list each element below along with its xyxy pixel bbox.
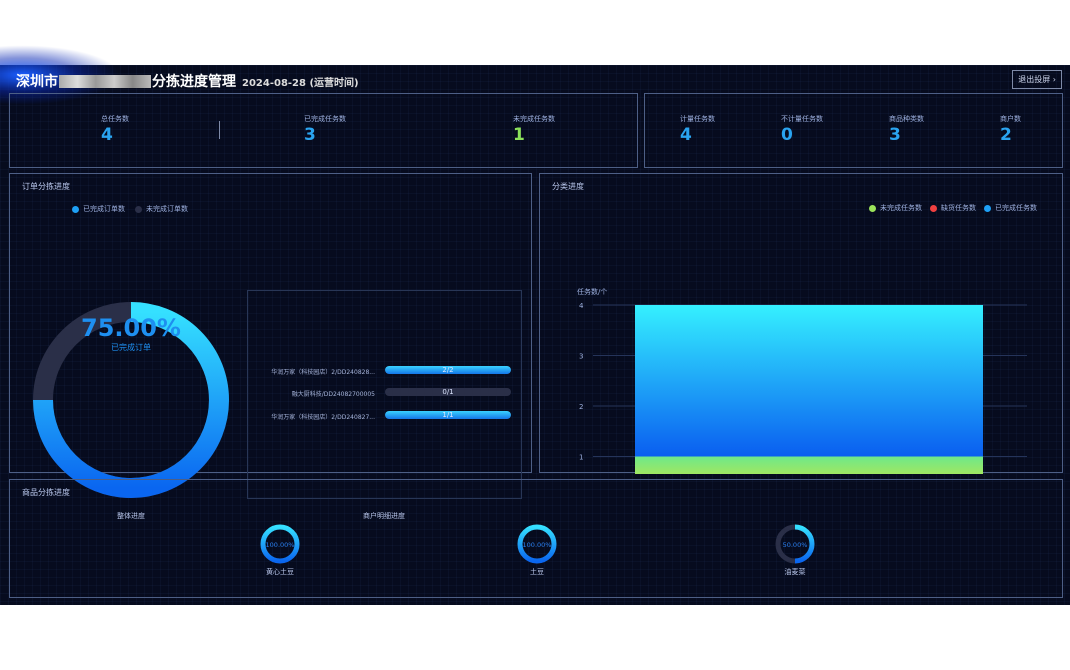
y-tick-label: 3 [579, 353, 583, 361]
merchant-row: 华润万家（科技园店）2/DD240828... 2/2 [248, 366, 523, 376]
stat-value: 3 [304, 125, 316, 145]
progress-fill [385, 411, 511, 419]
product-progress-item: 50.00% 油麦菜 [765, 524, 825, 584]
product-donut: 100.00% [517, 524, 557, 564]
donut-progress [33, 302, 229, 498]
stat-label: 商品种类数 [889, 115, 924, 123]
donut-progress [794, 524, 815, 564]
legend-item[interactable]: 已完成任务数 [995, 204, 1037, 212]
product-percent: 50.00% [783, 541, 808, 549]
donut-center: 75.00% 已完成订单 [31, 314, 231, 353]
stat-label: 商户数 [1000, 115, 1021, 123]
panel-title: 订单分拣进度 [22, 182, 70, 191]
product-progress-item: 100.00% 黄心土豆 [250, 524, 310, 584]
product-name: 黄心土豆 [266, 568, 294, 576]
product-percent: 100.00% [523, 541, 552, 549]
bar-segment[interactable] [635, 456, 983, 475]
legend-item[interactable]: 未完成订单数 [146, 205, 188, 213]
stat-unmetered: 不计量任务数 0 [781, 114, 823, 145]
donut-progress [517, 524, 557, 564]
stat-completed: 已完成任务数 3 [304, 114, 346, 145]
stat-label: 计量任务数 [680, 115, 715, 123]
merchant-progress-bar: 1/1 [385, 411, 511, 419]
product-progress-panel: 商品分拣进度 100.00% 黄心土豆 100.00% 土豆 50.00% 油麦菜 [9, 479, 1063, 598]
divider [219, 121, 220, 139]
stat-value: 2 [1000, 125, 1012, 145]
progress-text: 0/1 [442, 388, 454, 396]
bar-segment[interactable] [635, 305, 983, 457]
legend-dot [930, 204, 937, 212]
merchant-order-name: 华润万家（科技园店）2/DD240828... [271, 369, 375, 376]
stat-value: 3 [889, 125, 901, 145]
y-tick-label: 1 [579, 454, 583, 462]
dashboard-screen: 深圳市 分拣进度管理 2024-08-28 (运营时间) 退出投屏 › 总任务数 4… [0, 45, 1070, 605]
merchant-progress-bar: 2/2 [385, 366, 511, 374]
title-suffix: 分拣进度管理 [152, 74, 236, 90]
stat-value: 1 [513, 125, 525, 145]
product-name: 油麦菜 [784, 568, 806, 576]
stat-value: 4 [101, 125, 113, 145]
title-prefix: 深圳市 [16, 74, 58, 90]
merchant-progress-bar: 0/1 [385, 388, 511, 396]
order-donut [33, 302, 229, 498]
stat-total: 总任务数 4 [101, 114, 129, 145]
legend-dot [984, 204, 991, 212]
y-tick-label: 2 [579, 403, 583, 411]
exit-fullscreen-button[interactable]: 退出投屏 › [1012, 70, 1062, 89]
merchant-order-name: 融大厨科技/DD24082700005 [291, 391, 375, 398]
donut-caption: 已完成订单 [111, 343, 151, 352]
chevron-right-icon: › [1052, 75, 1056, 84]
stat-value: 4 [680, 125, 692, 145]
product-name: 土豆 [530, 568, 544, 576]
progress-text: 2/2 [442, 366, 454, 374]
order-progress-panel: 订单分拣进度 已完成订单数 未完成订单数 75.00% 已完成订单 整体进度 华… [9, 173, 532, 520]
product-donut: 100.00% [260, 524, 300, 564]
legend-dot [869, 204, 876, 212]
stat-merchants: 商户数 2 [1000, 114, 1021, 145]
operation-date: 2024-08-28 (运营时间) [242, 77, 359, 89]
y-axis-label: 任务数/个 [577, 287, 607, 296]
meta-stats-panel: 计量任务数 4 不计量任务数 0 商品种类数 3 商户数 2 [644, 93, 1063, 168]
legend-dot [72, 205, 79, 213]
order-legend: 已完成订单数 未完成订单数 [72, 204, 188, 214]
y-tick-label: 4 [579, 302, 584, 310]
exit-label: 退出投屏 [1018, 75, 1051, 84]
panel-title: 分类进度 [552, 182, 584, 191]
stat-uncompleted: 未完成任务数 1 [513, 114, 555, 145]
stat-label: 已完成任务数 [304, 115, 346, 123]
legend-dot [135, 205, 142, 213]
merchant-detail-box: 华润万家（科技园店）2/DD240828... 2/2 融大厨科技/DD240827… [247, 290, 522, 499]
panel-title: 商品分拣进度 [22, 488, 70, 497]
product-donut: 50.00% [775, 524, 815, 564]
stat-metered: 计量任务数 4 [680, 114, 715, 145]
redacted-name [59, 74, 151, 88]
stat-label: 总任务数 [101, 115, 129, 123]
progress-text: 1/1 [442, 411, 454, 419]
category-legend: 未完成任务数 缺货任务数 已完成任务数 [869, 203, 1037, 213]
product-progress-item: 100.00% 土豆 [507, 524, 567, 584]
stat-label: 不计量任务数 [781, 115, 823, 123]
merchant-row: 华润万家（科技园店）2/DD240827... 1/1 [248, 411, 523, 421]
category-progress-panel: 分类进度 未完成任务数 缺货任务数 已完成任务数 任务数/个01234蔬菜类 [539, 173, 1063, 475]
stat-value: 0 [781, 125, 793, 145]
legend-item[interactable]: 已完成订单数 [83, 205, 125, 213]
progress-fill [385, 366, 511, 374]
merchant-detail-label: 商户明细进度 [363, 512, 405, 520]
legend-item[interactable]: 缺货任务数 [941, 204, 976, 212]
page-title: 深圳市 分拣进度管理 2024-08-28 (运营时间) [16, 71, 359, 91]
donut-percent: 75.00% [81, 314, 181, 342]
task-stats-panel: 总任务数 4 已完成任务数 3 未完成任务数 1 [9, 93, 638, 168]
merchant-row: 融大厨科技/DD24082700005 0/1 [248, 388, 523, 398]
legend-item[interactable]: 未完成任务数 [880, 204, 922, 212]
stat-product-types: 商品种类数 3 [889, 114, 924, 145]
merchant-order-name: 华润万家（科技园店）2/DD240827... [271, 414, 375, 421]
product-percent: 100.00% [266, 541, 295, 549]
overall-progress-label: 整体进度 [117, 512, 145, 520]
stat-label: 未完成任务数 [513, 115, 555, 123]
donut-progress [260, 524, 300, 564]
category-bar-chart: 任务数/个01234蔬菜类 [577, 287, 1027, 475]
